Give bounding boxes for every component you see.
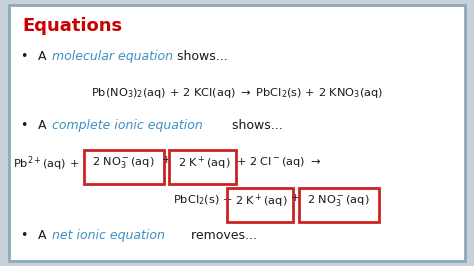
Text: 2 K$^+$(aq): 2 K$^+$(aq) — [178, 155, 230, 172]
Text: •: • — [20, 229, 27, 242]
Text: shows...: shows... — [173, 50, 228, 63]
Text: A: A — [38, 229, 51, 242]
Text: removes...: removes... — [187, 229, 257, 242]
Text: shows...: shows... — [228, 119, 283, 132]
Text: +: + — [291, 193, 301, 203]
Text: •: • — [20, 119, 27, 132]
Text: net ionic equation: net ionic equation — [52, 229, 165, 242]
Text: 2 NO$_3^-$(aq): 2 NO$_3^-$(aq) — [307, 193, 370, 208]
Text: Pb(NO$_3$)$_2$(aq) + 2 KCl(aq) $\rightarrow$ PbCl$_2$(s) + 2 KNO$_3$(aq): Pb(NO$_3$)$_2$(aq) + 2 KCl(aq) $\rightar… — [91, 86, 383, 100]
FancyBboxPatch shape — [9, 5, 465, 261]
Text: +: + — [162, 155, 171, 165]
Text: complete ionic equation: complete ionic equation — [52, 119, 203, 132]
Text: A: A — [38, 119, 51, 132]
Text: 2 K$^+$(aq): 2 K$^+$(aq) — [235, 193, 288, 210]
Text: Pb$^{2+}$(aq) +: Pb$^{2+}$(aq) + — [13, 155, 79, 173]
Text: 2 NO$_3^-$(aq): 2 NO$_3^-$(aq) — [92, 155, 155, 170]
Text: Equations: Equations — [22, 17, 122, 35]
Text: •: • — [20, 50, 27, 63]
Text: A: A — [38, 50, 51, 63]
Text: PbCl$_2$(s) +: PbCl$_2$(s) + — [173, 193, 232, 207]
Text: + 2 Cl$^-$(aq) $\rightarrow$: + 2 Cl$^-$(aq) $\rightarrow$ — [236, 155, 321, 169]
Text: molecular equation: molecular equation — [52, 50, 173, 63]
